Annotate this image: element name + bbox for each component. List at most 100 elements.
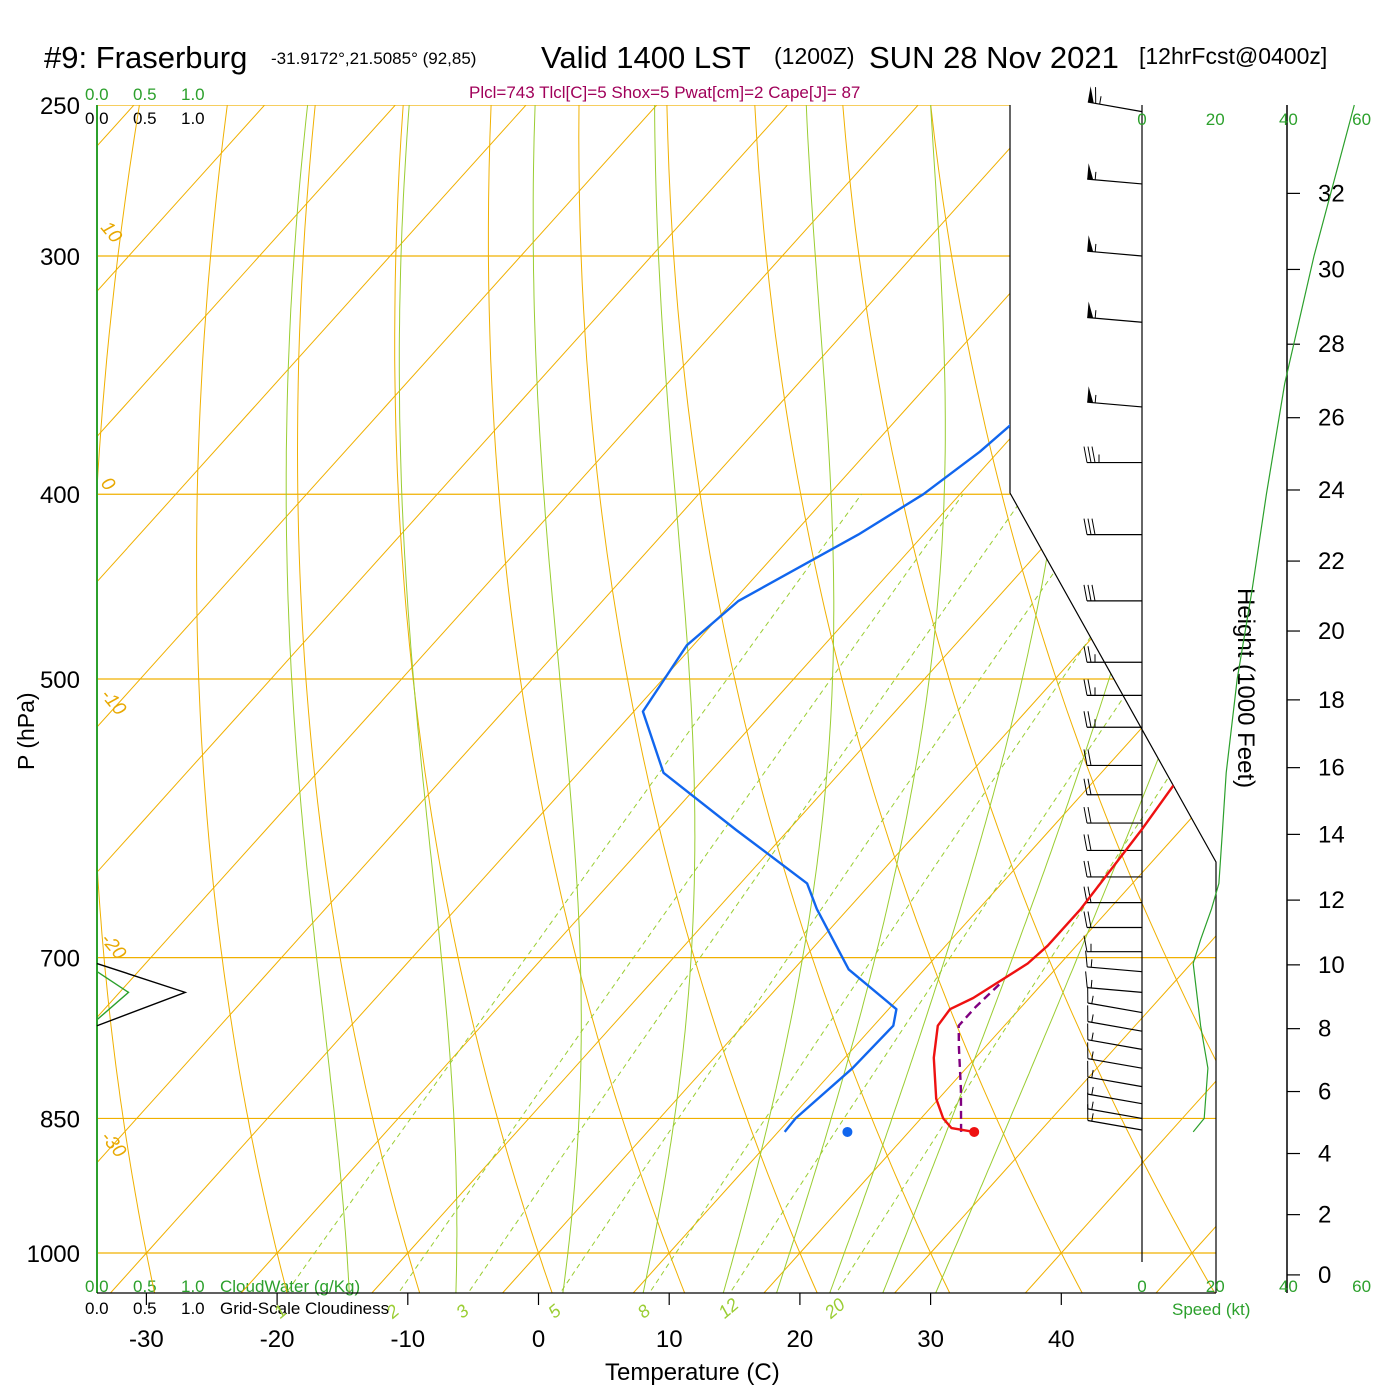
- height-tick-label: 0: [1318, 1262, 1331, 1289]
- dry-adiabat-line: [196, 105, 294, 1293]
- barb-staff: [1087, 1058, 1143, 1069]
- barb-half-flag: [1090, 959, 1093, 968]
- top-green-tick: 0.0: [85, 85, 109, 104]
- moist-adiabat-line: [768, 105, 946, 1293]
- mixing-ratio-label: 12: [714, 1294, 742, 1322]
- speed-tick-label-top: 20: [1206, 110, 1225, 129]
- barb-staff: [1087, 316, 1143, 323]
- wind-barb: [1087, 163, 1143, 185]
- barb-flag: [1083, 518, 1088, 535]
- barb-flag: [1083, 911, 1088, 928]
- height-tick-label: 8: [1318, 1016, 1331, 1043]
- barb-staff: [1087, 1039, 1143, 1050]
- wind-barb: [1087, 986, 1143, 1014]
- wind-barb: [1087, 1077, 1143, 1105]
- mixing-ratio-label: 3: [452, 1301, 473, 1323]
- barb-staff: [1087, 1119, 1143, 1131]
- barb-half-flag: [1091, 1051, 1094, 1060]
- pressure-tick-label: 500: [40, 667, 80, 694]
- wind-speed-profile: [1192, 104, 1355, 1133]
- barb-half-flag: [1091, 1014, 1094, 1023]
- mixing-ratio-line: [635, 493, 1189, 1293]
- barb-staff: [1087, 1002, 1143, 1014]
- speed-tick-label-bottom: 20: [1206, 1277, 1225, 1296]
- barb-half-flag: [1091, 1113, 1094, 1122]
- grid-cloudiness-line: [96, 962, 188, 1027]
- barb-flag: [1087, 446, 1092, 463]
- height-tick-label: 26: [1318, 405, 1345, 432]
- isotherm-line: [97, 105, 1080, 1293]
- pressure-tick-label: 850: [40, 1106, 80, 1133]
- x-axis-label: Temperature (C): [605, 1359, 780, 1386]
- wind-barb: [1083, 778, 1142, 796]
- barb-flag: [1085, 971, 1088, 988]
- plot-frame: [96, 105, 1288, 1294]
- barb-flag: [1087, 911, 1092, 928]
- isotherm-line: [97, 105, 688, 1293]
- wind-barb: [1087, 1042, 1143, 1069]
- barb-flag: [1087, 778, 1092, 795]
- barb-flag: [1087, 834, 1092, 851]
- mixing-ratio-line: [716, 493, 1216, 1293]
- wind-barb: [1085, 971, 1143, 993]
- barb-half-flag: [1091, 1069, 1094, 1078]
- mixing-ratio-line: [546, 493, 1109, 1293]
- barb-flag: [1087, 806, 1092, 824]
- wind-barb: [1087, 386, 1143, 408]
- barb-flag: [1083, 446, 1088, 463]
- barb-half-flag: [1091, 1086, 1094, 1095]
- forecast-info: [12hrFcst@0400z]: [1139, 43, 1327, 69]
- isotherm-line: [97, 105, 949, 1293]
- temperature-tick-label: 30: [917, 1326, 944, 1353]
- y-axis-label: P (hPa): [13, 692, 39, 770]
- dry-adiabat-line: [1187, 105, 1216, 1293]
- temperature-tick-label: 20: [787, 1326, 814, 1353]
- dry-adiabat-line: [1362, 71, 1400, 1317]
- moist-adiabat-line: [637, 105, 696, 1293]
- station-title: #9: Fraserburg: [44, 40, 247, 75]
- surface-temperature-dot: [969, 1126, 980, 1137]
- wind-barb: [1087, 1023, 1143, 1050]
- isotherm-line: [97, 105, 819, 1293]
- height-tick-label: 30: [1318, 256, 1345, 283]
- pressure-tick-label: 400: [40, 482, 80, 509]
- bottom-cloud-scale: 0.0 0.5 1.0 CloudWater (g/Kg) 0.0 0.5 1.…: [85, 1277, 389, 1318]
- pressure-tick-label: 300: [40, 244, 80, 271]
- barb-pennant: [1087, 235, 1094, 252]
- dewpoint-trace: [641, 111, 1216, 1133]
- cloudwater-label: CloudWater (g/Kg): [220, 1277, 360, 1296]
- dry-adiabat-line: [578, 105, 829, 1293]
- height-tick-label: 24: [1318, 477, 1345, 504]
- wind-barb: [1083, 806, 1142, 824]
- wind-barb: [1083, 711, 1142, 728]
- isotherm-line: [97, 105, 557, 1293]
- wind-barb: [1083, 935, 1142, 953]
- stability-indices: Plcl=743 Tlcl[C]=5 Shox=5 Pwat[cm]=2 Cap…: [469, 83, 860, 102]
- wind-barbs: [1083, 86, 1143, 1131]
- wind-barb: [1083, 584, 1142, 602]
- height-tick-label: 14: [1318, 821, 1345, 848]
- dry-adiabat-line: [296, 105, 428, 1293]
- wind-barb: [1083, 679, 1142, 696]
- barb-flag: [1085, 950, 1088, 967]
- moist-adiabat-line: [715, 105, 835, 1293]
- barb-flag: [1091, 518, 1096, 535]
- pressure-tick-label: 700: [40, 946, 80, 973]
- cloudiness-profile: [96, 962, 188, 1027]
- barb-flag: [1083, 806, 1088, 824]
- barb-flag: [1087, 584, 1092, 601]
- dry-adiabat-line: [394, 105, 562, 1293]
- temperature-trace: [932, 111, 1216, 1134]
- height-tick-label: 10: [1318, 952, 1345, 979]
- barb-flag: [1083, 711, 1088, 728]
- isotherm-label: -10: [96, 685, 130, 720]
- mixing-ratio-label: 5: [544, 1300, 565, 1322]
- wind-barb: [1083, 834, 1142, 852]
- temperature-tick-label: -10: [390, 1326, 425, 1353]
- barb-flag: [1091, 584, 1096, 601]
- isotherm-line: [480, 105, 1216, 1293]
- barb-pennant: [1087, 163, 1094, 180]
